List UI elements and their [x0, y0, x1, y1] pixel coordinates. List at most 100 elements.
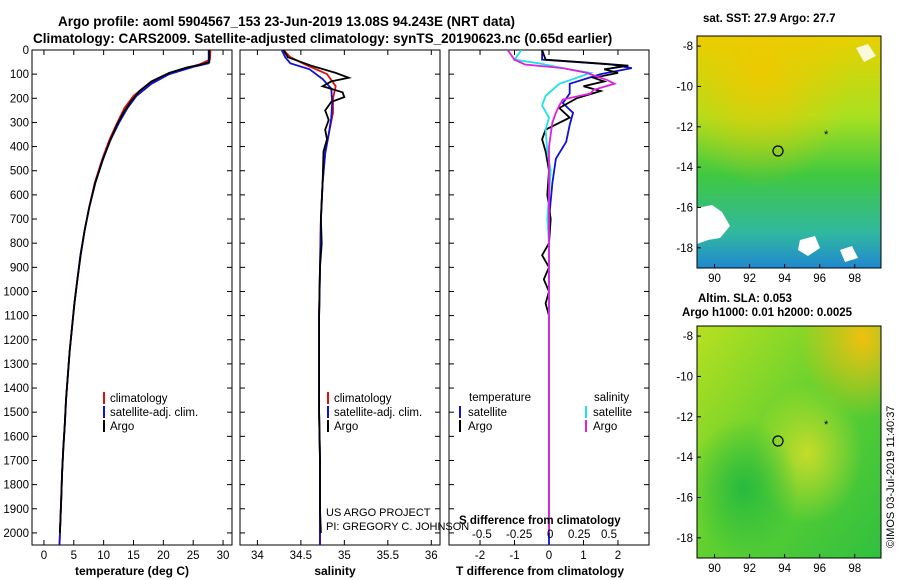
x-tick-label: 25 [187, 550, 200, 562]
sst-map-ticks: 90 92 94 96 98 -8 -10 -12 -14 -16 -18 [676, 41, 861, 285]
x-tick-label: 0 [546, 550, 552, 562]
x-tick-label: 34 [251, 550, 264, 562]
salinity-legend: climatology satellite-adj. clim. Argo [327, 392, 422, 433]
lat-tick-label: -12 [676, 412, 693, 424]
lon-tick-label: 98 [848, 563, 861, 575]
y-tick-label: 400 [10, 142, 29, 154]
y-tick-label: 1100 [4, 311, 29, 323]
lat-tick-label: -16 [676, 492, 693, 504]
y-tick-label: 900 [10, 262, 29, 274]
lat-tick-label: -12 [676, 122, 693, 134]
sst-cloud-gap [840, 246, 858, 262]
float-location-marker [772, 435, 784, 447]
legend-label-satellite: satellite-adj. clim. [110, 407, 198, 419]
temperature-legend: climatology satellite-adj. clim. Argo [103, 392, 198, 433]
y-tick-label: 600 [10, 190, 29, 202]
lat-tick-label: -8 [683, 331, 693, 343]
y-tick-label: 200 [10, 93, 29, 105]
sla-map: Altim. SLA: 0.053 Argo h1000: 0.01 h2000… [676, 293, 882, 575]
y-tick-label: 800 [10, 238, 29, 250]
x-tick-label: 10 [97, 550, 110, 562]
legend-label-climatology: climatology [110, 393, 168, 405]
x-tick-label: 36 [425, 550, 438, 562]
pi-label: PI: GREGORY C. JOHNSON [326, 521, 469, 533]
y-tick-label: 700 [10, 214, 29, 226]
s-diff-tick: 0.25 [568, 529, 590, 541]
lon-tick-label: 96 [813, 563, 826, 575]
project-label: US ARGO PROJECT [326, 507, 431, 519]
y-tick-label: 1800 [3, 480, 29, 492]
y-tick-label: 1700 [3, 455, 29, 467]
series-line-s-argo [506, 50, 617, 533]
lat-tick-label: -16 [676, 202, 693, 214]
sla-map-title-1: Altim. SLA: 0.053 [698, 293, 792, 305]
legend-label-s-satellite: satellite [593, 407, 632, 419]
x-tick-label: 1 [580, 550, 586, 562]
float-location-marker [772, 145, 784, 157]
y-tick-label: 1400 [3, 383, 29, 395]
sst-cloud-gap [798, 236, 820, 256]
x-tick-label: 35 [338, 550, 351, 562]
sla-low-region [697, 326, 881, 558]
lat-tick-label: -10 [676, 81, 693, 93]
series-line-climatology [58, 50, 212, 545]
float-track-marker: * [824, 129, 829, 141]
x-tick-label: 20 [157, 550, 170, 562]
y-tick-label: 1200 [3, 335, 29, 347]
x-tick-label: 2 [615, 550, 621, 562]
x-axis-label: T difference from climatology [456, 564, 624, 578]
sla-map-ticks: 90 92 94 96 98 -8 -10 -12 -14 -16 -18 [676, 331, 861, 575]
float-track-marker: * [824, 419, 829, 431]
lat-tick-label: -18 [676, 533, 693, 545]
axes-layer: 0 5 10 15 20 25 300100200300400500600700800900… [3, 45, 649, 578]
x-tick-label: 35.5 [377, 550, 399, 562]
s-diff-tick: -0.5 [472, 529, 492, 541]
x-tick-label: 5 [71, 550, 77, 562]
s-diff-tick: 0.5 [601, 529, 617, 541]
legend-label-t-argo: Argo [468, 421, 492, 433]
legend-label-argo: Argo [110, 421, 134, 433]
lon-tick-label: 90 [708, 273, 721, 285]
x-tick-label: -1 [509, 550, 519, 562]
lon-tick-label: 92 [743, 563, 756, 575]
lat-tick-label: -10 [676, 371, 693, 383]
lat-tick-label: -14 [676, 162, 693, 174]
series-line-argo [282, 50, 352, 533]
lon-tick-label: 92 [743, 273, 756, 285]
lon-tick-label: 94 [778, 563, 791, 575]
legend-title-salinity: salinity [594, 392, 629, 404]
y-tick-label: 1300 [3, 359, 29, 371]
sst-map-title: sat. SST: 27.9 Argo: 27.7 [703, 13, 836, 25]
lat-tick-label: -18 [676, 243, 693, 255]
sla-map-frame [696, 325, 882, 559]
title-line-2: Climatology: CARS2009. Satellite-adjuste… [33, 31, 612, 46]
legend-label-t-satellite: satellite [468, 407, 507, 419]
y-tick-label: 0 [23, 45, 29, 57]
lon-tick-label: 94 [778, 273, 791, 285]
y-tick-label: 1900 [3, 504, 29, 516]
lat-tick-label: -14 [676, 452, 693, 464]
x-axis-label: salinity [314, 564, 356, 578]
legend-label-satellite: satellite-adj. clim. [334, 407, 422, 419]
x-tick-label: 34.5 [290, 550, 312, 562]
x-tick-label: -2 [475, 550, 485, 562]
sst-map: sat. SST: 27.9 Argo: 27.7 * 90 92 94 96 98 -8… [676, 13, 882, 285]
legend-label-climatology: climatology [334, 393, 392, 405]
legend-title-temperature: temperature [469, 392, 531, 404]
series-line-satellite-adj-clim- [280, 50, 334, 545]
y-tick-label: 300 [10, 117, 29, 129]
lon-tick-label: 98 [848, 273, 861, 285]
s-diff-axis-title: S difference from climatology [459, 515, 621, 527]
lon-tick-label: 90 [708, 563, 721, 575]
legend-label-s-argo: Argo [593, 421, 617, 433]
x-tick-label: 0 [41, 550, 47, 562]
lat-tick-label: -8 [683, 41, 693, 53]
s-diff-tick: 0 [547, 529, 553, 541]
temperature-panel [31, 49, 233, 546]
legend-label-argo: Argo [334, 421, 358, 433]
series-line-argo [58, 50, 211, 533]
lon-tick-label: 96 [813, 273, 826, 285]
s-diff-ticks: -0.5 -0.25 0 0.25 0.5 [472, 529, 617, 541]
series-line-satellite-adj-clim- [58, 50, 210, 545]
